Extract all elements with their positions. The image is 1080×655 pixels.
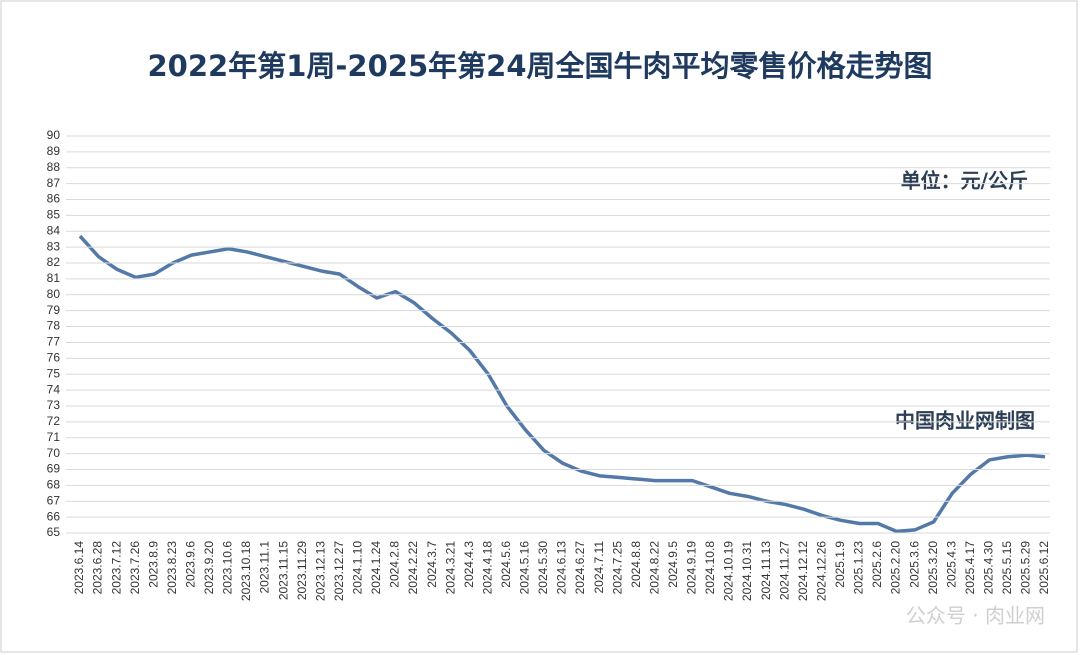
y-tick-label: 88 [47,160,61,174]
y-tick-label: 78 [47,319,61,333]
x-tick-label: 2024.2.8 [388,541,402,588]
x-tick-label: 2024.1.24 [369,541,383,595]
x-tick-label: 2024.7.25 [610,541,624,595]
y-tick-label: 74 [47,382,61,396]
x-tick-label: 2025.4.17 [963,541,977,595]
y-tick-label: 71 [47,430,61,444]
y-tick-label: 87 [47,176,61,190]
y-tick-label: 85 [47,208,61,222]
x-tick-label: 2025.3.20 [926,541,940,595]
x-tick-label: 2024.4.3 [462,541,476,588]
x-tick-label: 2025.5.29 [1019,541,1033,595]
y-tick-label: 68 [47,478,61,492]
x-tick-label: 2024.6.27 [573,541,587,595]
y-tick-label: 84 [47,223,61,237]
x-tick-label: 2023.8.9 [146,541,160,588]
y-tick-label: 89 [47,144,61,158]
y-tick-label: 79 [47,303,61,317]
x-tick-label: 2024.1.10 [351,541,365,595]
x-tick-label: 2024.7.11 [592,541,606,594]
x-tick-label: 2024.3.7 [425,541,439,588]
x-tick-label: 2025.1.9 [833,541,847,588]
x-tick-label: 2024.10.19 [722,541,736,601]
y-tick-label: 75 [47,366,61,380]
x-tick-label: 2023.8.23 [165,541,179,595]
x-tick-label: 2023.9.20 [202,541,216,595]
y-tick-label: 77 [47,335,61,349]
x-tick-label: 2023.6.14 [72,541,86,595]
y-tick-label: 70 [47,446,61,460]
y-tick-label: 72 [47,414,61,428]
x-tick-label: 2023.6.28 [91,541,105,595]
x-tick-label: 2024.2.22 [406,541,420,595]
x-tick-label: 2024.11.27 [777,541,791,600]
x-tick-label: 2025.4.30 [981,541,995,595]
y-tick-label: 90 [47,128,61,142]
unit-note: 单位：元/公斤 [901,169,1028,193]
y-tick-label: 69 [47,462,61,476]
x-tick-label: 2023.12.27 [332,541,346,601]
x-tick-label: 2024.4.18 [480,541,494,595]
y-tick-label: 83 [47,239,61,253]
x-tick-label: 2023.10.6 [221,541,235,595]
x-tick-label: 2023.12.13 [313,541,327,601]
x-tick-label: 2025.2.6 [870,541,884,588]
y-tick-label: 73 [47,398,61,412]
y-tick-label: 67 [47,493,61,507]
data-line [78,234,1046,534]
x-tick-label: 2023.11.1 [258,541,272,594]
x-tick-label: 2024.5.30 [536,541,550,595]
y-tick-label: 76 [47,350,61,364]
source-note: 中国肉业网制图 [895,409,1035,433]
x-tick-label: 2025.6.12 [1037,541,1051,595]
x-tick-label: 2023.9.6 [184,541,198,588]
x-tick-label: 2024.3.21 [443,541,457,595]
y-tick-label: 81 [47,271,61,285]
x-tick-label: 2024.5.6 [499,541,513,588]
y-tick-label: 86 [47,192,61,206]
x-tick-label: 2025.1.23 [852,541,866,595]
chart-title: 2022年第1周-2025年第24周全国牛肉平均零售价格走势图 [148,49,933,83]
y-tick-label: 82 [47,255,61,269]
x-tick-label: 2024.9.5 [666,541,680,588]
x-tick-label: 2023.7.26 [128,541,142,595]
x-tick-label: 2024.6.13 [555,541,569,595]
x-tick-label: 2024.12.12 [796,541,810,601]
x-tick-label: 2023.11.15 [276,541,290,600]
x-tick-label: 2023.7.12 [109,541,123,595]
x-tick-label: 2023.10.18 [239,541,253,601]
watermark: 公众号 · 肉业网 [906,604,1045,628]
x-tick-label: 2024.10.31 [740,541,754,601]
y-tick-label: 66 [47,509,61,523]
x-tick-label: 2025.4.3 [944,541,958,588]
x-tick-label: 2024.8.8 [629,541,643,588]
y-tick-label: 80 [47,287,61,301]
x-tick-label: 2024.10.8 [703,541,717,595]
y-tick-label: 65 [47,525,61,539]
x-tick-label: 2024.9.19 [685,541,699,595]
x-tick-label: 2025.5.15 [1000,541,1014,595]
x-tick-label: 2025.3.6 [907,541,921,588]
x-tick-label: 2024.8.22 [647,541,661,595]
x-tick-label: 2025.2.20 [889,541,903,595]
x-tick-label: 2023.11.29 [295,541,309,600]
x-tick-label: 2024.5.16 [518,541,532,595]
x-tick-label: 2024.11.13 [759,541,773,600]
x-tick-label: 2024.12.26 [814,541,828,601]
